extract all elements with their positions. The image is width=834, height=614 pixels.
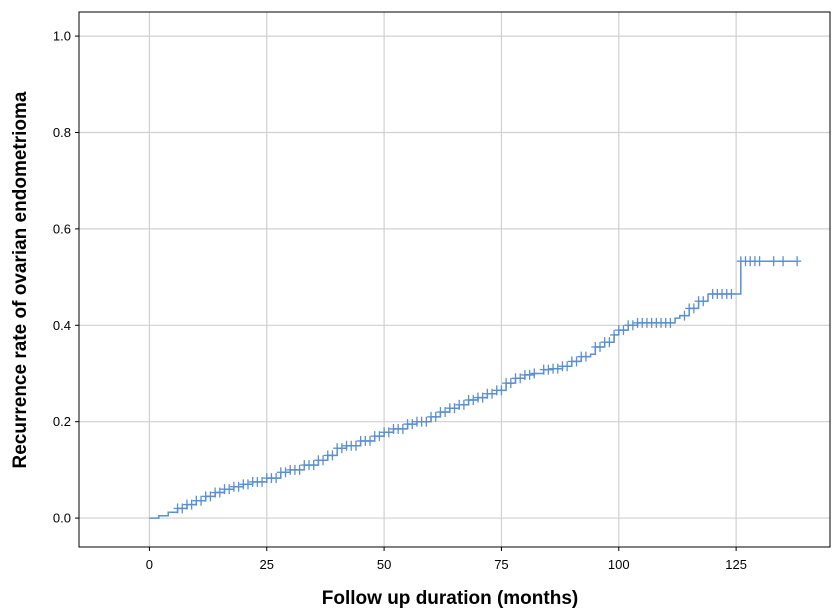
censor-marker [234,481,243,492]
censor-marker [398,423,407,434]
censor-marker [243,479,252,490]
censor-marker [281,467,290,478]
y-axis-title: Recurrence rate of ovarian endometrioma [10,91,31,468]
censor-marker [563,361,572,372]
censor-marker [295,464,304,475]
censor-marker [441,407,450,418]
censor-marker [666,317,675,328]
x-tick-label: 75 [494,557,508,572]
censor-marker [769,256,778,267]
grid-lines [79,12,830,547]
censor-marker [544,364,553,375]
censor-marker [469,394,478,405]
censor-marker [488,388,497,399]
censor-marker [206,491,215,502]
censor-marker [178,503,187,514]
y-tick-label: 1.0 [53,29,71,44]
censor-marker [581,351,590,362]
y-tick-label: 0.2 [53,414,71,429]
censor-marker [605,337,614,348]
plot-frame [78,11,831,548]
censor-marker [422,416,431,427]
censor-marker [309,460,318,471]
censor-marker [497,385,506,396]
y-axis: 0.0 0.2 0.4 0.6 0.8 1.0 [53,29,79,526]
censor-marker [197,495,206,506]
censor-marker [375,431,384,442]
censor-marker [384,427,393,438]
y-tick-label: 0.6 [53,221,71,236]
censor-marker [530,368,539,379]
censor-marker [337,443,346,454]
censor-marker [689,303,698,314]
censor-marker [553,363,562,374]
censor-marker [328,450,337,461]
censor-marker [572,356,581,367]
censor-marker [628,320,637,331]
censor-marker [525,369,534,380]
censor-marker [680,310,689,321]
x-tick-label: 0 [146,557,153,572]
censor-markers [173,256,802,514]
censor-marker [351,440,360,451]
censor-marker [459,399,468,410]
censor-marker [699,296,708,307]
y-tick-label: 0.0 [53,511,71,526]
censor-marker [755,256,764,267]
censor-marker [215,487,224,498]
censor-marker [610,329,619,340]
censor-marker [187,499,196,510]
x-tick-label: 50 [377,557,391,572]
censor-marker [727,288,736,299]
x-axis-title: Follow up duration (months) [322,588,578,609]
censor-marker [619,325,628,336]
x-axis: 0 25 50 75 100 125 [146,547,747,572]
censor-marker [408,419,417,430]
x-tick-label: 25 [260,557,274,572]
censor-marker [506,378,515,389]
censor-marker [478,392,487,403]
censor-marker [272,473,281,484]
censor-marker [450,403,459,414]
censor-marker [258,476,267,487]
recurrence-curve [149,260,798,519]
y-tick-label: 0.8 [53,125,71,140]
censor-marker [779,256,788,267]
censor-marker [319,455,328,466]
censor-marker [516,373,525,384]
censor-marker [431,411,440,422]
censor-marker [225,484,234,495]
y-tick-label: 0.4 [53,318,71,333]
censor-marker [366,435,375,446]
x-tick-label: 125 [725,557,747,572]
x-tick-label: 100 [608,557,630,572]
censor-marker [596,341,605,352]
censor-marker [793,256,802,267]
